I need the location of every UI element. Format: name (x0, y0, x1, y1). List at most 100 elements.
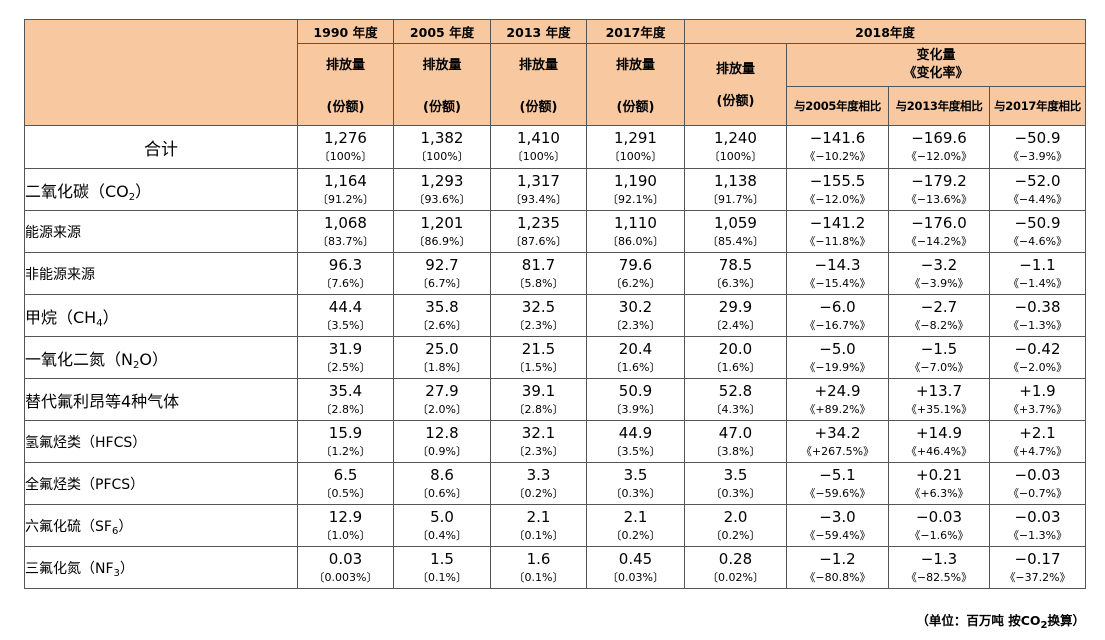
row-label-tail: ） (119, 560, 134, 577)
table-cell: 1,240 〔100%〕 (684, 125, 787, 169)
header-emission-2017: 排放量 (份额) (586, 43, 685, 126)
table-cell: 31.9 〔2.5%〕 (297, 336, 394, 379)
cell-share: 〔100%〕 (708, 150, 763, 163)
cell-share: 〔6.2%〕 (610, 276, 661, 290)
share-label: (份额) (423, 100, 461, 115)
table-cell: 1,110 〔86.0%〕 (586, 210, 685, 253)
cell-share: 《−3.9%》 (1007, 150, 1068, 163)
cell-value: −0.03 (1014, 465, 1061, 484)
row-label: 三氟化氮（NF3） (24, 546, 298, 589)
cell-share: 〔1.2%〕 (320, 444, 371, 458)
row-label-text: 替代氟利昂等4种气体 (25, 391, 180, 411)
cell-share: 〔1.5%〕 (513, 360, 564, 374)
cell-value: −1.1 (1019, 255, 1056, 274)
row-label: 能源来源 (24, 210, 298, 253)
row-label-subscript: 6 (111, 525, 119, 537)
cell-share: 《−59.6%》 (804, 486, 871, 500)
cell-share: 〔2.3%〕 (513, 318, 564, 332)
table-cell: 92.7 〔6.7%〕 (393, 252, 491, 295)
cell-share: 〔2.8%〕 (513, 402, 564, 416)
row-label-tail: ） (102, 307, 119, 327)
cell-value: −5.0 (819, 339, 856, 358)
cell-value: 20.0 (718, 339, 753, 358)
table-cell: −0.17 《−37.2%》 (988, 546, 1087, 589)
cell-share: 《−3.9%》 (909, 276, 969, 290)
table-row: 一氧化二氮（N2O） 31.9 〔2.5%〕 25.0 〔1.8%〕 21.5 〔1.5%〕… (24, 336, 1087, 379)
cell-share: 〔1.8%〕 (417, 360, 467, 374)
table-cell: −50.9 《−4.6%》 (988, 210, 1087, 253)
cell-value: 2.1 (623, 507, 648, 526)
unit-note: （单位：百万吨 按CO2换算） (916, 610, 1085, 631)
table-cell: −0.03 《−1.3%》 (988, 504, 1087, 547)
cell-share: 〔91.7%〕 (707, 192, 764, 206)
cell-share: 〔0.5%〕 (320, 486, 371, 500)
table-cell: +34.2 《+267.5%》 (786, 420, 889, 463)
cell-share: 〔7.6%〕 (320, 276, 371, 290)
table-row: 六氟化硫（SF6） 12.9 〔1.0%〕 5.0 〔0.4%〕 2.1 〔0.1%〕 2.1… (24, 504, 1087, 547)
table-cell: 3.5 〔0.3%〕 (684, 462, 787, 505)
table-cell: 52.8 〔4.3%〕 (684, 378, 787, 421)
cell-share: 《−1.3%》 (1007, 318, 1068, 332)
row-label: 六氟化硫（SF6） (24, 504, 298, 547)
table-cell: 1,293 〔93.6%〕 (393, 168, 491, 211)
cell-share: 《−11.8%》 (804, 234, 871, 248)
cell-value: 25.0 (425, 339, 459, 358)
cell-value: −155.5 (809, 171, 866, 190)
table-cell: +0.21 《+6.3%》 (888, 462, 990, 505)
row-label: 一氧化二氮（N2O） (24, 336, 298, 379)
cell-value: 27.9 (425, 381, 459, 400)
cell-value: 1.6 (526, 549, 551, 568)
cell-value: −1.3 (920, 549, 958, 568)
cell-value: 96.3 (328, 255, 363, 274)
cell-value: −3.2 (920, 255, 958, 274)
header-corner (24, 19, 298, 126)
cell-value: −0.03 (916, 507, 962, 526)
cell-value: −0.38 (1014, 297, 1061, 316)
row-label-subscript: 2 (128, 191, 136, 203)
table-cell: 1,059 〔85.4%〕 (684, 210, 787, 253)
cell-value: 0.03 (328, 549, 363, 568)
table-row: 三氟化氮（NF3） 0.03 〔0.003%〕 1.5 〔0.1%〕 1.6 〔0.1%〕 0… (24, 546, 1087, 589)
cell-share: 《−10.2%》 (804, 150, 871, 163)
row-label-text: 全氟烃类（PFCS） (25, 476, 145, 493)
cell-share: 《+4.7%》 (1007, 444, 1068, 458)
cell-share: 〔0.3%〕 (610, 486, 661, 500)
table-cell: 6.5 〔0.5%〕 (297, 462, 394, 505)
row-label-subscript: 4 (96, 317, 103, 329)
header-emission-2013: 排放量 (份额) (490, 43, 587, 126)
table-cell: −1.5 《−7.0%》 (888, 336, 990, 379)
cell-value: 1,110 (614, 213, 657, 232)
cell-share: 《−37.2%》 (1004, 570, 1071, 584)
table-cell: −1.3 《−82.5%》 (888, 546, 990, 589)
table-cell: 1,410 〔100%〕 (490, 125, 587, 169)
cell-share: 〔1.0%〕 (320, 528, 371, 542)
share-label: (份额) (326, 100, 365, 115)
cell-value: −176.0 (911, 213, 967, 232)
cell-value: 1,293 (420, 171, 464, 190)
cell-share: 〔0.2%〕 (610, 528, 661, 542)
cell-value: −169.6 (911, 129, 967, 147)
cell-value: 12.9 (328, 507, 363, 526)
cell-value: 15.9 (328, 423, 363, 442)
table-header: 1990 年度 2005 年度 2013 年度 2017年度 2018年度 排放… (24, 19, 1087, 126)
table-cell: 0.03 〔0.003%〕 (297, 546, 394, 589)
cell-share: 〔86.9%〕 (413, 234, 471, 248)
cell-share: 《−1.6%》 (909, 528, 969, 542)
cell-value: 6.5 (333, 465, 358, 484)
cell-share: 《+3.7%》 (1007, 402, 1068, 416)
table-cell: 8.6 〔0.6%〕 (393, 462, 491, 505)
row-label-text: 氢氟烃类（HFCS） (25, 434, 147, 451)
table-cell: 32.1 〔2.3%〕 (490, 420, 587, 463)
header-year-2005: 2005 年度 (393, 19, 491, 44)
cell-share: 〔87.6%〕 (510, 234, 567, 248)
cell-value: −0.03 (1014, 507, 1061, 526)
cell-share: 《−59.4%》 (804, 528, 871, 542)
change-rate-label: 《变化率》 (903, 66, 969, 81)
cell-value: −6.0 (819, 297, 856, 316)
cell-share: 《−7.0%》 (909, 360, 969, 374)
row-label-text: 非能源来源 (25, 266, 95, 283)
cell-share: 〔100%〕 (511, 150, 566, 163)
emission-label: 排放量 (422, 58, 462, 73)
header-emission-2018: 排放量 (份额) (684, 43, 787, 126)
table-cell: 32.5 〔2.3%〕 (490, 294, 587, 337)
